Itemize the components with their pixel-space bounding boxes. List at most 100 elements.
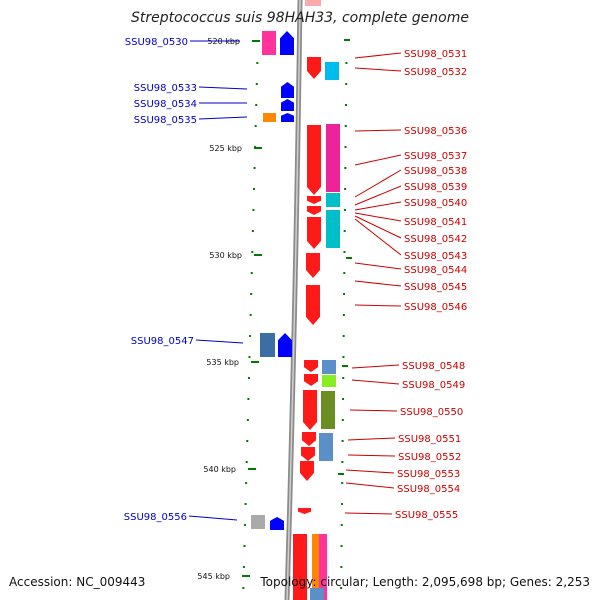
gene-label: SSU98_0531 — [404, 49, 467, 60]
gene-top-edge — [305, 0, 321, 6]
genome-backbone-highlight — [286, 0, 301, 600]
gene-arrow-reverse — [270, 517, 284, 530]
leader-line — [354, 129, 402, 132]
gene-arrow-forward — [306, 285, 320, 325]
minor-tick — [256, 62, 259, 64]
gene-arrow-forward — [302, 432, 316, 446]
minor-tick — [342, 335, 345, 337]
gene-box — [322, 375, 336, 387]
leader-line — [345, 482, 395, 489]
tick-label: 530 kbp — [209, 251, 242, 260]
minor-tick — [254, 125, 257, 127]
leader-line — [345, 469, 395, 474]
gene-label: SSU98_0552 — [398, 452, 461, 463]
gene-box — [326, 124, 340, 192]
minor-tick — [342, 314, 345, 316]
gene-box — [260, 333, 275, 357]
gene-label: SSU98_0536 — [404, 126, 467, 137]
gene-label: SSU98_0549 — [402, 380, 465, 391]
gene-label: SSU98_0534 — [134, 99, 197, 110]
tick-label: 525 kbp — [209, 144, 242, 153]
leader-line — [347, 437, 396, 441]
gene-box — [312, 534, 320, 600]
gene-label: SSU98_0547 — [131, 336, 194, 347]
leader-line — [354, 185, 402, 206]
gene-label: SSU98_0550 — [400, 407, 463, 418]
minor-tick — [249, 335, 252, 337]
accession-label: Accession: NC_009443 — [9, 575, 146, 589]
minor-tick — [341, 419, 344, 421]
minor-tick — [341, 440, 344, 442]
minor-tick — [247, 398, 250, 400]
gene-label: SSU98_0544 — [404, 265, 467, 276]
minor-tick — [253, 167, 256, 169]
gene-label: SSU98_0530 — [125, 37, 188, 48]
leader-line — [354, 218, 402, 256]
gene-label: SSU98_0540 — [404, 198, 467, 209]
leader-line — [195, 339, 244, 344]
minor-tick — [341, 461, 344, 463]
gene-arrow-forward — [306, 253, 320, 278]
minor-tick — [344, 167, 347, 169]
gene-arrow-reverse — [281, 113, 294, 122]
tick-label: 540 kbp — [203, 465, 236, 474]
gene-box — [293, 534, 307, 600]
minor-tick — [340, 545, 343, 547]
gene-arrow-reverse — [281, 82, 294, 98]
minor-tick — [255, 104, 258, 106]
minor-tick — [245, 461, 248, 463]
leader-line — [354, 201, 402, 211]
minor-tick — [247, 377, 250, 379]
minor-tick — [244, 524, 247, 526]
minor-tick — [242, 587, 245, 589]
gene-box — [321, 391, 335, 429]
minor-tick — [343, 230, 346, 232]
gene-label: SSU98_0543 — [404, 251, 467, 262]
gene-box — [251, 515, 265, 529]
minor-tick — [251, 251, 254, 253]
minor-tick — [246, 419, 249, 421]
leader-line — [354, 52, 402, 59]
gene-arrow-forward — [298, 508, 311, 514]
gene-box — [263, 113, 276, 122]
gene-label: SSU98_0555 — [395, 510, 458, 521]
topology-label: Topology: circular; Length: 2,095,698 bp… — [260, 575, 590, 589]
leader-line — [351, 364, 400, 369]
gene-label: SSU98_0532 — [404, 67, 467, 78]
tick-label: 545 kbp — [197, 572, 230, 581]
leader-line — [354, 67, 402, 72]
leader-line — [344, 512, 393, 515]
gene-box — [325, 62, 339, 80]
leader-line — [198, 86, 248, 90]
gene-label: SSU98_0542 — [404, 234, 467, 245]
gene-label: SSU98_0541 — [404, 217, 467, 228]
minor-tick — [250, 272, 253, 274]
minor-tick — [246, 440, 249, 442]
gene-arrow-reverse — [281, 99, 294, 111]
minor-tick — [340, 566, 343, 568]
gene-box — [326, 210, 340, 248]
gene-label: SSU98_0537 — [404, 151, 467, 162]
gene-label: SSU98_0556 — [124, 512, 187, 523]
gene-box — [322, 360, 336, 374]
gene-label: SSU98_0551 — [398, 434, 461, 445]
leader-line — [351, 379, 400, 385]
gene-box — [262, 31, 276, 55]
minor-tick — [252, 209, 255, 211]
leader-line — [188, 515, 238, 521]
minor-tick — [243, 545, 246, 547]
gene-arrow-forward — [304, 360, 318, 372]
minor-tick — [343, 209, 346, 211]
minor-tick — [342, 398, 345, 400]
minor-tick — [248, 356, 251, 358]
leader-line — [198, 116, 248, 120]
minor-tick — [251, 230, 254, 232]
minor-tick — [250, 293, 253, 295]
leader-line — [354, 215, 402, 239]
minor-tick — [255, 83, 258, 85]
leader-line — [354, 154, 402, 166]
gene-label: SSU98_0554 — [397, 484, 460, 495]
minor-tick — [345, 83, 348, 85]
minor-tick — [252, 188, 255, 190]
minor-tick — [249, 314, 252, 316]
